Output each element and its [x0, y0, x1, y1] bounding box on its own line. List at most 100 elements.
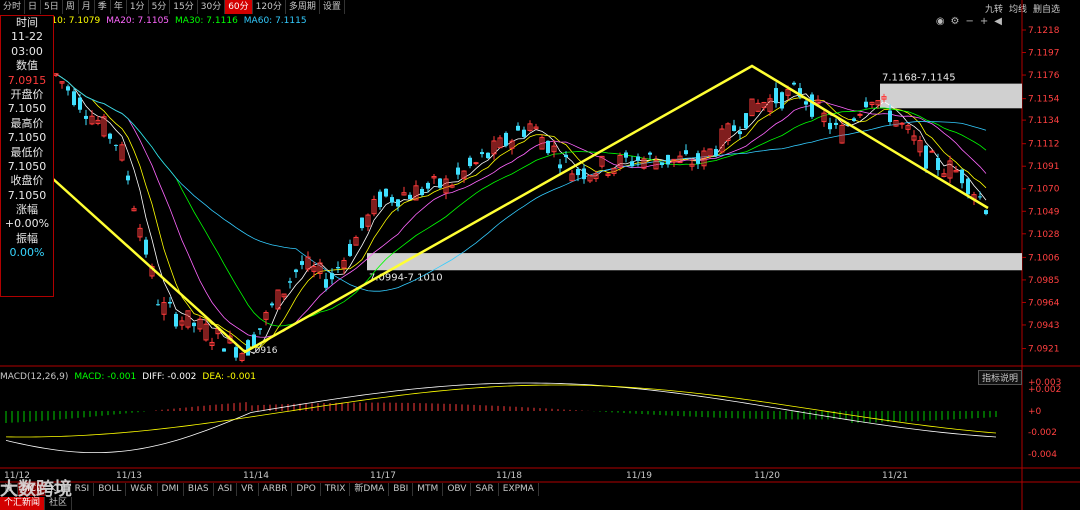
period-tab[interactable]: 月 [79, 0, 95, 14]
period-tab[interactable]: 5分 [149, 0, 171, 14]
period-tab[interactable]: 120分 [253, 0, 286, 14]
candle [605, 173, 611, 176]
candle [593, 173, 599, 180]
indicator-tab[interactable]: DPO [292, 483, 321, 496]
indicator-tab[interactable]: EXPMA [499, 483, 539, 496]
price-tick: 7.1154 [1028, 95, 1060, 105]
candle [420, 188, 424, 196]
bottom-tab[interactable]: 社区 [45, 497, 73, 510]
period-tab[interactable]: 30分 [198, 0, 226, 14]
period-tab[interactable]: 设置 [320, 0, 345, 14]
indicator-tab[interactable]: VR [237, 483, 259, 496]
macd-panel: +0.003+0.002 +0 -0.002 -0.004 11/12 11/13 11/1… [4, 378, 1061, 481]
candle [72, 91, 76, 106]
candle [527, 123, 533, 131]
diff-line [5, 382, 997, 454]
period-tab[interactable]: 年 [111, 0, 127, 14]
candle [774, 88, 778, 104]
candle [270, 303, 274, 306]
candle [905, 125, 911, 130]
candle [714, 149, 718, 156]
candlesticks [53, 72, 988, 363]
indicator-tab[interactable]: 新DMA [350, 483, 390, 496]
period-tab[interactable]: 15分 [170, 0, 198, 14]
period-tab[interactable]: 分时 [0, 0, 26, 14]
candle [288, 281, 292, 283]
settings-icon[interactable]: ⚙ [950, 16, 960, 27]
candle [929, 150, 935, 153]
indicator-tab[interactable]: ASI [214, 483, 238, 496]
info-row: 数值 [16, 59, 38, 73]
info-row: 7.1050 [7, 188, 47, 202]
watermark-logo: 大数跨境 [0, 479, 72, 500]
candle [881, 96, 887, 100]
indicator-tab[interactable]: SAR [471, 483, 499, 496]
candle [119, 144, 125, 161]
top-tool-button[interactable]: 九转 [984, 5, 1003, 15]
indicator-tab[interactable]: KDJ [46, 483, 71, 496]
candle [438, 178, 442, 188]
bottom-tab[interactable]: 个汇新闻 [0, 497, 46, 510]
price-zones: 7.1168-7.1145 7.0994-7.1010 7.0916 [246, 73, 1022, 356]
info-row: 7.0915 [7, 73, 47, 87]
candle [899, 122, 905, 125]
period-tab[interactable]: 日 [25, 0, 42, 14]
indicator-tab[interactable]: DMI [158, 483, 184, 496]
info-row: 振幅 [16, 231, 38, 245]
candle [725, 123, 731, 142]
candle [689, 163, 695, 167]
info-row: 11-22 [11, 30, 43, 44]
ma-legend-item: MA10: 7.1079 [37, 16, 101, 26]
indicator-tab[interactable]: ARBR [259, 483, 293, 496]
candle [780, 92, 784, 109]
info-row: 开盘价 [10, 87, 44, 101]
candle [924, 145, 928, 169]
candle [558, 164, 562, 169]
indicator-tab[interactable]: 设 [0, 483, 19, 496]
candle [53, 73, 59, 76]
top-tool-button[interactable]: 删自选 [1032, 5, 1060, 15]
zoom-out-icon[interactable]: − [965, 16, 974, 27]
period-tab[interactable]: 60分 [225, 0, 253, 14]
indicator-explain-button[interactable]: 指标说明 [978, 370, 1023, 385]
candle [821, 112, 827, 123]
indicator-tab[interactable]: MCL [18, 483, 47, 496]
left-arrow-icon[interactable]: ◀ [994, 16, 1002, 27]
candle [641, 158, 647, 169]
indicator-tab[interactable]: TRIX [321, 483, 351, 496]
candle [533, 126, 539, 130]
indicator-tab[interactable]: MTM [413, 483, 444, 496]
candle [95, 119, 101, 124]
indicator-tab[interactable]: W&R [126, 483, 158, 496]
candle [648, 152, 652, 155]
eye-icon[interactable]: ◉ [935, 16, 945, 27]
candle [738, 131, 742, 135]
candle [161, 302, 167, 315]
candle [804, 101, 808, 105]
period-tab[interactable]: 1分 [127, 0, 149, 14]
info-row: 最高价 [10, 116, 44, 130]
period-tab[interactable]: 季 [95, 0, 111, 14]
price-tick: 7.0985 [1028, 276, 1060, 286]
zoom-in-icon[interactable]: + [979, 16, 989, 27]
candle [360, 217, 364, 229]
candle [617, 155, 623, 168]
candle [378, 191, 382, 208]
period-tab[interactable]: 周 [63, 0, 79, 14]
macd-tick: -0.002 [1028, 428, 1057, 438]
indicator-tab[interactable]: BIAS [184, 483, 214, 496]
candle [516, 125, 520, 131]
indicator-tab[interactable]: BOLL [94, 483, 127, 496]
date-label: 11/14 [243, 471, 269, 481]
candle [624, 152, 628, 158]
candle [875, 100, 881, 106]
period-tab[interactable]: 5日 [41, 0, 63, 14]
indicator-tab[interactable]: OBV [443, 483, 472, 496]
upper-zone-label: 7.1168-7.1145 [882, 73, 956, 84]
top-tool-button[interactable]: 均线 [1008, 5, 1027, 15]
indicator-tab[interactable]: RSI [71, 483, 95, 496]
candle [888, 110, 892, 123]
period-tab[interactable]: 多周期 [286, 0, 320, 14]
indicator-tab[interactable]: BBI [389, 483, 414, 496]
